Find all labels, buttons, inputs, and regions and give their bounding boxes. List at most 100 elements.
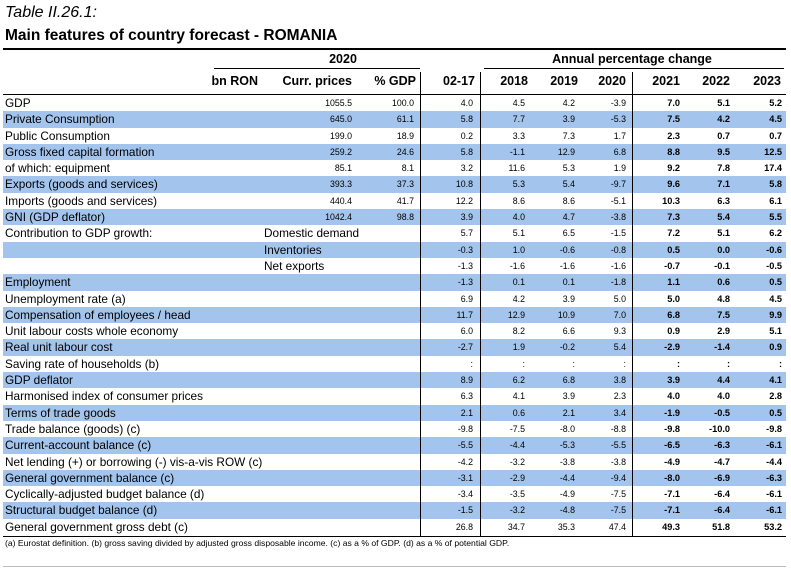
row-label: Unit labour costs whole economy bbox=[5, 324, 179, 339]
value-cell: 9.5 bbox=[717, 146, 730, 157]
value-cell: -6.3 bbox=[766, 472, 782, 483]
curr-prices-cell bbox=[262, 339, 352, 355]
year-group-header: 2020 bbox=[329, 52, 357, 66]
value-cell: -1.4 bbox=[714, 342, 730, 353]
pct-gdp-cell: 18.9 bbox=[396, 130, 414, 141]
value-cell: 11.6 bbox=[508, 163, 525, 174]
row-label: Harmonised index of consumer prices bbox=[5, 389, 204, 404]
curr-prices-cell bbox=[262, 258, 352, 274]
pct-gdp-cell: 98.8 bbox=[396, 212, 414, 223]
title-rule bbox=[3, 48, 786, 50]
value-cell: 5.1 bbox=[717, 228, 730, 239]
value-cell: 5.3 bbox=[562, 163, 575, 174]
table-title: Main features of country forecast - ROMA… bbox=[5, 27, 338, 44]
value-cell: 4.8 bbox=[717, 293, 730, 304]
row-label: Unemployment rate (a) bbox=[5, 291, 126, 306]
row-label: Compensation of employees / head bbox=[5, 307, 191, 322]
pct-gdp-cell bbox=[355, 323, 414, 339]
table-row: Contribution to GDP growth: Domestic dema… bbox=[3, 225, 786, 241]
row-label: GNI (GDP deflator) bbox=[5, 210, 106, 225]
value-cell: -6.1 bbox=[766, 489, 782, 500]
value-cell: 5.8 bbox=[460, 146, 473, 157]
value-cell: 8.6 bbox=[512, 195, 525, 206]
value-cell: -1.3 bbox=[457, 277, 473, 288]
pct-gdp-cell: 61.1 bbox=[396, 114, 414, 125]
value-cell: 0.7 bbox=[769, 130, 782, 141]
row-label: GDP deflator bbox=[5, 373, 73, 388]
value-cell: 5.3 bbox=[512, 179, 525, 190]
table-row: Real unit labour cost -2.7 1.9 -0.2 5.4 -2.9 -… bbox=[3, 339, 786, 356]
col-header-2019: 2019 bbox=[550, 74, 578, 88]
value-cell: 3.2 bbox=[460, 163, 473, 174]
pct-gdp-cell bbox=[355, 274, 414, 290]
value-cell: -0.6 bbox=[559, 244, 575, 255]
bottom-rule bbox=[3, 566, 786, 567]
value-cell: 0.9 bbox=[667, 326, 680, 337]
value-cell: -5.5 bbox=[457, 440, 473, 451]
value-cell: -1.5 bbox=[610, 228, 626, 239]
curr-prices-cell: 259.2 bbox=[329, 146, 352, 157]
value-cell: 5.7 bbox=[460, 228, 473, 239]
pct-gdp-cell bbox=[355, 486, 414, 502]
row-label: Real unit labour cost bbox=[5, 340, 113, 355]
value-cell: 2.1 bbox=[562, 407, 575, 418]
table-row: GNI (GDP deflator) 1042.4 98.8 3.9 4.0 4.7 -3.… bbox=[3, 209, 786, 226]
value-cell: -1.5 bbox=[457, 505, 473, 516]
value-cell: 4.5 bbox=[769, 293, 782, 304]
pct-gdp-cell bbox=[355, 242, 414, 258]
pct-gdp-cell bbox=[355, 307, 414, 323]
header-rule bbox=[3, 94, 786, 95]
pct-gdp-cell: 24.6 bbox=[396, 146, 414, 157]
value-cell: -3.8 bbox=[610, 456, 626, 467]
value-cell: 7.7 bbox=[512, 114, 525, 125]
row-label: GDP bbox=[5, 96, 31, 110]
pct-gdp-cell bbox=[355, 339, 414, 355]
value-cell: -5.3 bbox=[610, 114, 626, 125]
value-cell: -1.6 bbox=[610, 260, 626, 271]
value-cell: -0.6 bbox=[766, 244, 782, 255]
pct-gdp-cell bbox=[355, 291, 414, 307]
value-cell: : bbox=[572, 358, 575, 369]
value-cell: -7.5 bbox=[610, 505, 626, 516]
value-cell: 12.9 bbox=[557, 146, 575, 157]
value-cell: -4.9 bbox=[559, 489, 575, 500]
table-row: Unit labour costs whole economy 6.0 8.2 6.6… bbox=[3, 323, 786, 339]
table-row: Inventories -0.3 1.0 -0.6 -0.8 0.5 0.0 -0.6 bbox=[3, 241, 786, 258]
value-cell: -0.1 bbox=[714, 260, 730, 271]
value-cell: 4.7 bbox=[562, 212, 575, 223]
value-cell: -9.4 bbox=[610, 472, 626, 483]
value-cell: -8.0 bbox=[559, 423, 575, 434]
value-cell: -3.5 bbox=[509, 489, 525, 500]
pct-gdp-cell: 8.1 bbox=[401, 163, 414, 174]
col-header-pct-gdp: % GDP bbox=[374, 74, 416, 88]
value-cell: 5.2 bbox=[769, 98, 782, 108]
value-cell: 3.9 bbox=[562, 391, 575, 402]
pct-gdp-cell: 100.0 bbox=[391, 98, 414, 108]
value-cell: 17.4 bbox=[764, 163, 782, 174]
curr-prices-cell bbox=[262, 356, 352, 372]
curr-prices-cell bbox=[262, 486, 352, 502]
value-cell: 1.1 bbox=[667, 277, 680, 288]
value-cell: 5.1 bbox=[769, 326, 782, 337]
value-cell: 5.0 bbox=[613, 293, 626, 304]
value-cell: 6.8 bbox=[613, 146, 626, 157]
value-cell: 7.1 bbox=[717, 179, 730, 190]
value-cell: 4.0 bbox=[512, 212, 525, 223]
curr-prices-cell bbox=[262, 405, 352, 421]
pct-gdp-cell bbox=[355, 519, 414, 535]
value-cell: 3.9 bbox=[460, 212, 473, 223]
value-cell: 4.5 bbox=[512, 98, 525, 108]
value-cell: 1.0 bbox=[512, 244, 525, 255]
col-header-2018: 2018 bbox=[500, 74, 528, 88]
value-cell: -1.6 bbox=[509, 260, 525, 271]
value-cell: -8.8 bbox=[610, 423, 626, 434]
value-cell: 4.1 bbox=[769, 375, 782, 386]
footnote: (a) Eurostat definition. (b) gross savin… bbox=[5, 538, 510, 548]
value-cell: -2.7 bbox=[457, 342, 473, 353]
value-cell: -1.1 bbox=[509, 146, 525, 157]
value-cell: : bbox=[522, 358, 525, 369]
value-cell: 26.8 bbox=[455, 521, 473, 532]
row-label: Saving rate of households (b) bbox=[5, 356, 160, 371]
value-cell: -9.8 bbox=[457, 423, 473, 434]
value-cell: 1.9 bbox=[512, 342, 525, 353]
